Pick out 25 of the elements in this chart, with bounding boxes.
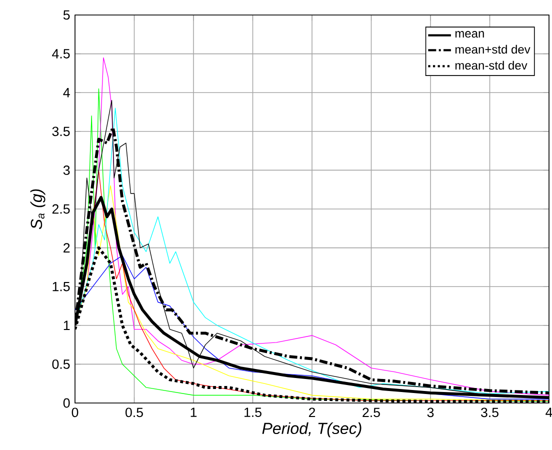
x-tick-label: 1: [190, 408, 197, 417]
y-tick-label: 0.5: [52, 359, 70, 369]
y-tick-label: 3.5: [52, 126, 70, 136]
y-axis-title: S$_{a}$ (g): [30, 189, 46, 230]
legend-label: mean+std dev: [455, 44, 530, 54]
y-tick-label: 1.5: [52, 282, 70, 292]
legend-label: mean-std dev: [455, 60, 528, 70]
y-tick-label: 3: [63, 165, 70, 175]
legend-label: mean: [455, 31, 484, 38]
x-tick-label: 2: [308, 408, 316, 418]
x-tick-label: 2.5: [362, 408, 380, 418]
y-tick-label: 5: [63, 10, 70, 20]
x-axis-title: Period, T(sec): [262, 422, 362, 438]
x-tick-label: 0: [72, 408, 78, 418]
x-tick-label: 3.5: [480, 408, 498, 418]
x-tick-label: 1.5: [244, 408, 262, 418]
y-tick-label: 1: [64, 320, 70, 330]
y-tick-label: 2.5: [52, 204, 70, 214]
y-tick-label: 2: [64, 243, 70, 252]
y-tick-label: 0: [63, 398, 70, 408]
y-tick-label: 4.5: [52, 49, 70, 58]
x-tick-label: 0.5: [126, 408, 143, 418]
x-tick-label: 3: [427, 408, 434, 418]
x-tick-label: 4: [546, 408, 552, 417]
y-tick-label: 4: [63, 88, 70, 98]
